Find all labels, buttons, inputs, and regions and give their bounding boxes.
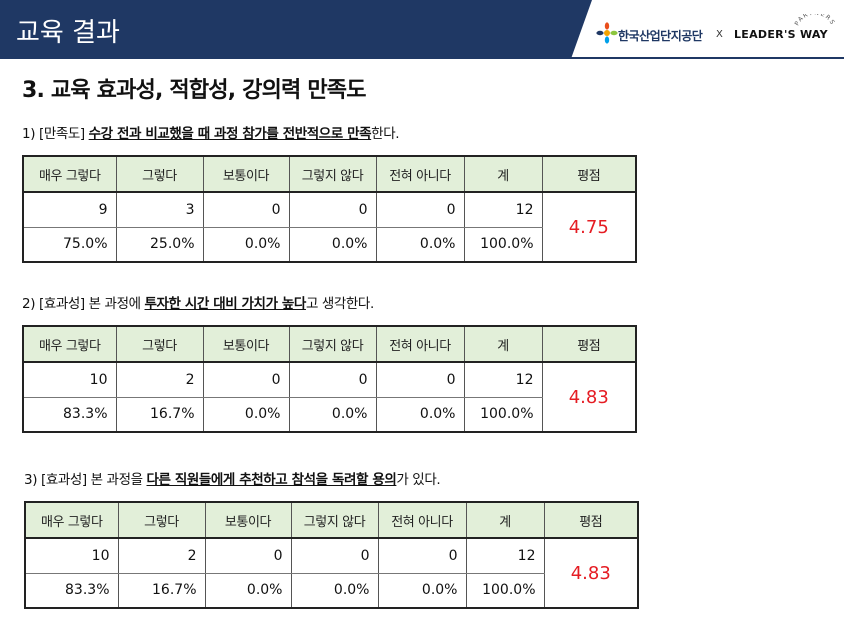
count-cell: 0 xyxy=(204,538,292,574)
score-cell: 4.83 xyxy=(543,538,639,609)
table-row-counts: 10 2 0 0 0 12 4.83 xyxy=(24,538,639,609)
column-header: 계 xyxy=(465,502,545,539)
column-header: 그렇지 않다 xyxy=(288,156,377,193)
count-cell: 3 xyxy=(115,192,204,228)
count-cell: 0 xyxy=(202,362,290,398)
page-title: 교육 결과 xyxy=(16,18,120,48)
count-cell: 0 xyxy=(288,192,377,228)
table-header-row: 매우 그렇다 그렇다 보통이다 그렇지 않다 전혀 아니다 계 평점 xyxy=(22,156,637,193)
question-3: 3) [효과성] 본 과정을 다른 직원들에게 추천하고 참석을 독려할 용의가… xyxy=(24,468,441,488)
leaders-way-logo-text: LEADER'S WAY xyxy=(734,28,828,41)
header-banner: 교육 결과 xyxy=(0,0,592,58)
partners-label: PARTNERS xyxy=(793,14,834,27)
count-cell: 0 xyxy=(202,192,290,228)
column-header: 매우 그렇다 xyxy=(22,326,117,363)
question-emphasis: 투자한 시간 대비 가치가 높다 xyxy=(144,296,307,312)
count-cell: 0 xyxy=(375,362,465,398)
percent-cell: 83.3% xyxy=(22,397,117,433)
score-cell: 4.75 xyxy=(541,192,637,263)
question-emphasis: 수강 전과 비교했을 때 과정 참가를 전반적으로 만족 xyxy=(88,126,372,142)
total-percent-cell: 100.0% xyxy=(465,573,545,609)
percent-cell: 83.3% xyxy=(24,573,119,609)
question-emphasis: 다른 직원들에게 추천하고 참석을 독려할 용의 xyxy=(146,472,397,488)
kicox-logo-icon xyxy=(596,22,618,44)
table-row-percents: 83.3% 16.7% 0.0% 0.0% 0.0% 100.0% xyxy=(22,397,636,433)
column-header: 보통이다 xyxy=(202,156,290,193)
percent-cell: 0.0% xyxy=(202,227,290,263)
percent-cell: 16.7% xyxy=(117,573,206,609)
survey-table-3: 매우 그렇다 그렇다 보통이다 그렇지 않다 전혀 아니다 계 평점 10 2 … xyxy=(24,501,639,609)
count-cell: 0 xyxy=(377,538,467,574)
question-suffix: 한다. xyxy=(371,126,400,142)
score-cell: 4.83 xyxy=(541,362,637,433)
table-row-counts: 9 3 0 0 0 12 4.75 xyxy=(22,192,637,263)
partner-logos: 한국산업단지공단 X LEADER'S WAY PARTNERS xyxy=(596,14,840,54)
total-count-cell: 12 xyxy=(463,192,543,228)
column-header: 매우 그렇다 xyxy=(24,502,119,539)
count-cell: 0 xyxy=(288,362,377,398)
kicox-logo-text: 한국산업단지공단 xyxy=(618,29,703,43)
percent-cell: 0.0% xyxy=(202,397,290,433)
question-prefix: 1) [만족도] xyxy=(22,126,89,142)
percent-cell: 0.0% xyxy=(204,573,292,609)
count-cell: 2 xyxy=(117,538,206,574)
count-cell: 9 xyxy=(22,192,117,228)
question-1: 1) [만족도] 수강 전과 비교했을 때 과정 참가를 전반적으로 만족한다. xyxy=(22,122,400,142)
percent-cell: 0.0% xyxy=(288,227,377,263)
logo-separator: X xyxy=(716,29,723,40)
column-header: 전혀 아니다 xyxy=(375,326,465,363)
total-count-cell: 12 xyxy=(465,538,545,574)
section-title: 3. 교육 효과성, 적합성, 강의력 만족도 xyxy=(22,78,366,103)
partners-arc-text: PARTNERS xyxy=(793,14,836,27)
percent-cell: 16.7% xyxy=(115,397,204,433)
column-header: 평점 xyxy=(541,156,637,193)
percent-cell: 25.0% xyxy=(115,227,204,263)
column-header: 전혀 아니다 xyxy=(375,156,465,193)
column-header: 그렇지 않다 xyxy=(288,326,377,363)
table-row-percents: 83.3% 16.7% 0.0% 0.0% 0.0% 100.0% xyxy=(24,573,638,609)
question-suffix: 고 생각한다. xyxy=(305,296,374,312)
survey-table-1: 매우 그렇다 그렇다 보통이다 그렇지 않다 전혀 아니다 계 평점 9 3 0… xyxy=(22,155,637,263)
question-2: 2) [효과성] 본 과정에 투자한 시간 대비 가치가 높다고 생각한다. xyxy=(22,292,374,312)
question-prefix: 3) [효과성] 본 과정을 xyxy=(24,472,147,488)
percent-cell: 0.0% xyxy=(288,397,377,433)
header-divider xyxy=(0,57,844,59)
column-header: 전혀 아니다 xyxy=(377,502,467,539)
percent-cell: 0.0% xyxy=(377,573,467,609)
column-header: 보통이다 xyxy=(202,326,290,363)
percent-cell: 75.0% xyxy=(22,227,117,263)
table-header-row: 매우 그렇다 그렇다 보통이다 그렇지 않다 전혀 아니다 계 평점 xyxy=(24,502,639,539)
column-header: 그렇다 xyxy=(115,326,204,363)
column-header: 계 xyxy=(463,326,543,363)
table-row-counts: 10 2 0 0 0 12 4.83 xyxy=(22,362,637,433)
count-cell: 2 xyxy=(115,362,204,398)
percent-cell: 0.0% xyxy=(375,227,465,263)
svg-text:PARTNERS: PARTNERS xyxy=(793,14,836,27)
count-cell: 10 xyxy=(22,362,117,398)
question-prefix: 2) [효과성] 본 과정에 xyxy=(22,296,145,312)
column-header: 그렇다 xyxy=(117,502,206,539)
total-percent-cell: 100.0% xyxy=(463,397,543,433)
column-header: 계 xyxy=(463,156,543,193)
count-cell: 0 xyxy=(375,192,465,228)
total-percent-cell: 100.0% xyxy=(463,227,543,263)
count-cell: 10 xyxy=(24,538,119,574)
total-count-cell: 12 xyxy=(463,362,543,398)
survey-table-2: 매우 그렇다 그렇다 보통이다 그렇지 않다 전혀 아니다 계 평점 10 2 … xyxy=(22,325,637,433)
column-header: 평점 xyxy=(541,326,637,363)
percent-cell: 0.0% xyxy=(290,573,379,609)
question-suffix: 가 있다. xyxy=(396,472,441,488)
column-header: 매우 그렇다 xyxy=(22,156,117,193)
count-cell: 0 xyxy=(290,538,379,574)
column-header: 그렇다 xyxy=(115,156,204,193)
percent-cell: 0.0% xyxy=(375,397,465,433)
table-row-percents: 75.0% 25.0% 0.0% 0.0% 0.0% 100.0% xyxy=(22,227,636,263)
column-header: 보통이다 xyxy=(204,502,292,539)
table-header-row: 매우 그렇다 그렇다 보통이다 그렇지 않다 전혀 아니다 계 평점 xyxy=(22,326,637,363)
column-header: 평점 xyxy=(543,502,639,539)
column-header: 그렇지 않다 xyxy=(290,502,379,539)
